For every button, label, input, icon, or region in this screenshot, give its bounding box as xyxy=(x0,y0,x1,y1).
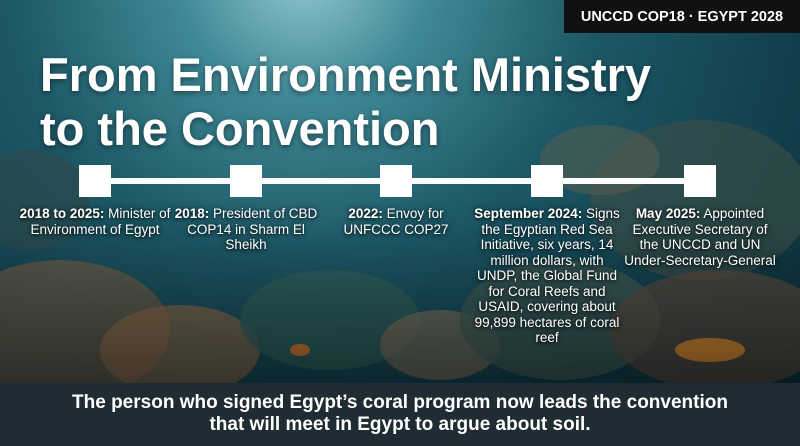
timeline-item: 2022: Envoy for UNFCCC COP27 xyxy=(320,206,472,237)
headline-line: From Environment Ministry xyxy=(40,48,652,101)
caption-line: The person who signed Egypt’s coral prog… xyxy=(72,392,728,413)
timeline-item: 2018 to 2025: Minister of Environment of… xyxy=(19,206,171,237)
timeline-node xyxy=(380,165,412,197)
timeline-node xyxy=(531,165,563,197)
milestone-text: Envoy for UNFCCC COP27 xyxy=(343,206,449,237)
headline-line: to the Convention xyxy=(40,102,440,155)
event-badge: UNCCD COP18 · EGYPT 2028 xyxy=(564,0,800,33)
caption-bar: The person who signed Egypt’s coral prog… xyxy=(0,383,800,446)
milestone-text: Appointed Executive Secretary of the UNC… xyxy=(624,206,776,268)
milestone-text: Signs the Egyptian Red Sea Initiative, s… xyxy=(474,206,620,345)
milestone-text: President of CBD COP14 in Sharm El Sheik… xyxy=(187,206,318,252)
timeline-node xyxy=(230,165,262,197)
timeline-item: May 2025: Appointed Executive Secretary … xyxy=(624,206,776,268)
milestone-text: Minister of Environment of Egypt xyxy=(30,206,171,237)
timeline-item: September 2024: Signs the Egyptian Red S… xyxy=(471,206,623,346)
timeline-item: 2018: President of CBD COP14 in Sharm El… xyxy=(170,206,322,253)
milestone-date: September 2024: xyxy=(474,206,583,221)
headline: From Environment Ministry to the Convent… xyxy=(40,48,651,156)
reef-background xyxy=(0,120,800,383)
milestone-date: 2022: xyxy=(348,206,383,221)
milestone-date: 2018 to 2025: xyxy=(19,206,105,221)
timeline-node xyxy=(684,165,716,197)
caption-line: that will meet in Egypt to argue about s… xyxy=(209,414,591,435)
milestone-date: May 2025: xyxy=(635,206,701,221)
timeline-node xyxy=(79,165,111,197)
milestone-date: 2018: xyxy=(174,206,210,221)
